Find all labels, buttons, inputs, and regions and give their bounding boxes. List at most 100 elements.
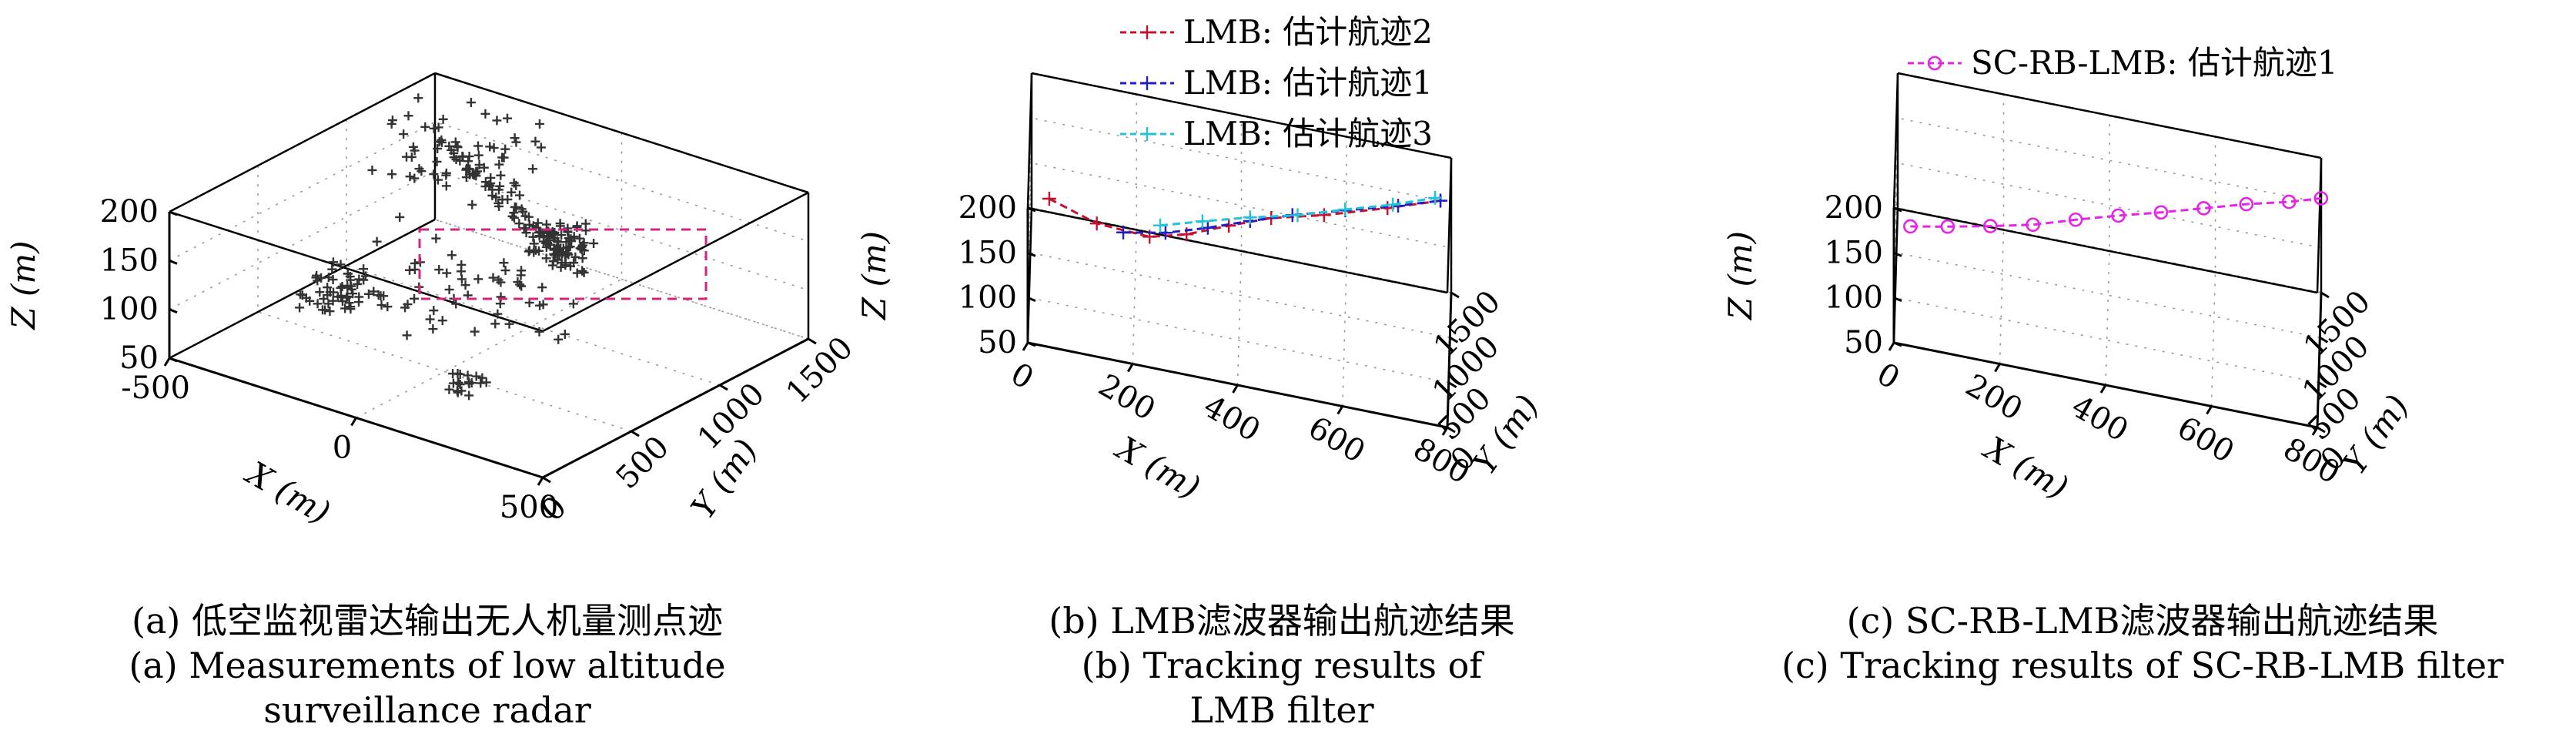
x-tick <box>2311 427 2319 436</box>
x-tick-label: -500 <box>121 370 190 406</box>
floor-edge <box>1026 207 1033 343</box>
grid-line-z <box>1027 207 1452 343</box>
x-tick <box>2099 384 2107 394</box>
axis-line <box>542 337 809 479</box>
caption-b-zh: (b) LMB滤波器输出航迹结果 <box>1049 600 1515 642</box>
grid-line-z <box>169 169 809 310</box>
y-tick <box>808 337 817 345</box>
caption-b-en-1: (b) Tracking results of <box>1081 645 1483 686</box>
grid-line-y <box>1893 208 2318 428</box>
z-tick <box>1027 251 1036 257</box>
box-edge <box>169 210 544 333</box>
track-point <box>1903 219 1918 234</box>
caption-a-zh: (a) 低空监视雷达输出无人机量测点迹 <box>132 600 723 642</box>
z-tick <box>1893 251 1902 257</box>
track-point <box>1982 219 1998 233</box>
z-tick-label: 150 <box>100 243 159 278</box>
grid-line-y <box>1027 208 1448 428</box>
z-tick-label: 100 <box>100 292 159 327</box>
x-axis-title: X (m) <box>1109 428 1206 507</box>
caption-a-en-2: surveillance radar <box>263 689 591 731</box>
x-tick-label: 500 <box>500 490 558 525</box>
legend-label: LMB: 估计航迹1 <box>1183 64 1433 102</box>
z-axis-title: Z (m) <box>855 231 893 321</box>
grid-line-z <box>1893 72 2322 209</box>
track-point <box>2313 191 2329 206</box>
panel-c-scrb-lmb: 50 100 150 200 0 200 400 600 800 0 500 1000 1500 Z (m… <box>1709 0 2576 754</box>
grid-line-y <box>1031 73 1452 293</box>
caption-c-zh: (c) SC-RB-LMB滤波器输出航迹结果 <box>1846 600 2439 642</box>
grid-line-z <box>1893 162 2322 298</box>
y-tick <box>719 384 728 391</box>
z-tick <box>1027 206 1036 213</box>
grid-line-z <box>1893 207 2322 343</box>
y-axis-title: Y (m) <box>684 432 764 525</box>
track-point <box>2068 212 2083 227</box>
box-edge <box>1893 206 2318 294</box>
x-tick <box>350 417 357 427</box>
grid-line-y <box>1897 73 2322 293</box>
legend-label: LMB: 估计航迹3 <box>1183 115 1433 152</box>
caption-b-en-2: LMB filter <box>1189 689 1374 731</box>
grid-line-y <box>1028 163 1449 384</box>
y-tick <box>2317 381 2327 388</box>
box-edge <box>1446 157 1453 293</box>
x-tick-label: 200 <box>1959 367 2028 427</box>
box-edge <box>1026 72 1033 209</box>
grid-line-x <box>542 193 809 478</box>
y-tick <box>1450 291 1460 299</box>
y-tick <box>1447 426 1456 434</box>
x-tick <box>1232 384 1239 394</box>
z-tick <box>1893 297 1902 303</box>
x-tick-label: 600 <box>2171 410 2240 470</box>
axis-line <box>2316 292 2323 428</box>
x-tick-label: 400 <box>2066 389 2134 449</box>
x-tick <box>1994 363 2001 373</box>
z-tick-label: 150 <box>958 235 1017 270</box>
legend-label: SC-RB-LMB: 估计航迹1 <box>1971 44 2338 82</box>
z-tick-label: 200 <box>100 194 159 230</box>
x-tick <box>1022 342 1029 351</box>
box-edge <box>1897 72 2322 159</box>
z-tick <box>169 259 178 265</box>
box-edge <box>1027 206 1448 294</box>
z-tick-label: 100 <box>1825 280 1883 316</box>
x-tick <box>1888 342 1895 351</box>
track-point <box>2111 208 2126 223</box>
box-edge <box>2316 157 2323 293</box>
y-tick <box>2320 291 2330 299</box>
legend-marker <box>1927 55 1942 71</box>
z-tick-label: 50 <box>119 340 159 376</box>
grid-line-y <box>346 119 721 386</box>
caption-c-en-1: (c) Tracking results of SC-RB-LMB filter <box>1781 645 2504 686</box>
x-axis-title: X (m) <box>239 453 336 531</box>
z-tick <box>169 357 178 363</box>
panel-b-lmb: 50 100 150 200 0 200 400 600 800 0 500 1000 1500 Z (m… <box>855 0 1709 754</box>
x-tick <box>1337 405 1344 415</box>
box-edge <box>1892 72 1899 209</box>
z-tick <box>1893 341 1902 347</box>
z-axis-title: Z (m) <box>5 240 42 330</box>
z-tick-label: 100 <box>958 280 1017 316</box>
grid-line-y <box>169 212 544 478</box>
grid-line-y <box>1029 118 1450 339</box>
floor-edge <box>169 218 436 360</box>
legend-label: LMB: 估计航迹2 <box>1183 13 1433 51</box>
track-point <box>2281 194 2297 209</box>
grid-line-z <box>169 72 809 213</box>
z-tick-label: 200 <box>958 190 1017 226</box>
y-tick <box>631 430 640 437</box>
x-tick <box>537 477 544 486</box>
panel-a-measurements: 50 100 150 200 -500 0 500 0 500 1000 1500 Z (m) X (m… <box>0 0 860 754</box>
y-tick-label: 500 <box>610 430 677 497</box>
y-tick <box>542 476 551 484</box>
track-line <box>1910 197 2321 228</box>
z-tick <box>169 210 178 216</box>
x-tick-label: 600 <box>1303 410 1371 470</box>
y-tick <box>2319 337 2329 343</box>
x-tick-label: 400 <box>1197 389 1266 449</box>
caption-a-en-1: (a) Measurements of low altitude <box>129 645 726 686</box>
track-point <box>2239 196 2254 212</box>
